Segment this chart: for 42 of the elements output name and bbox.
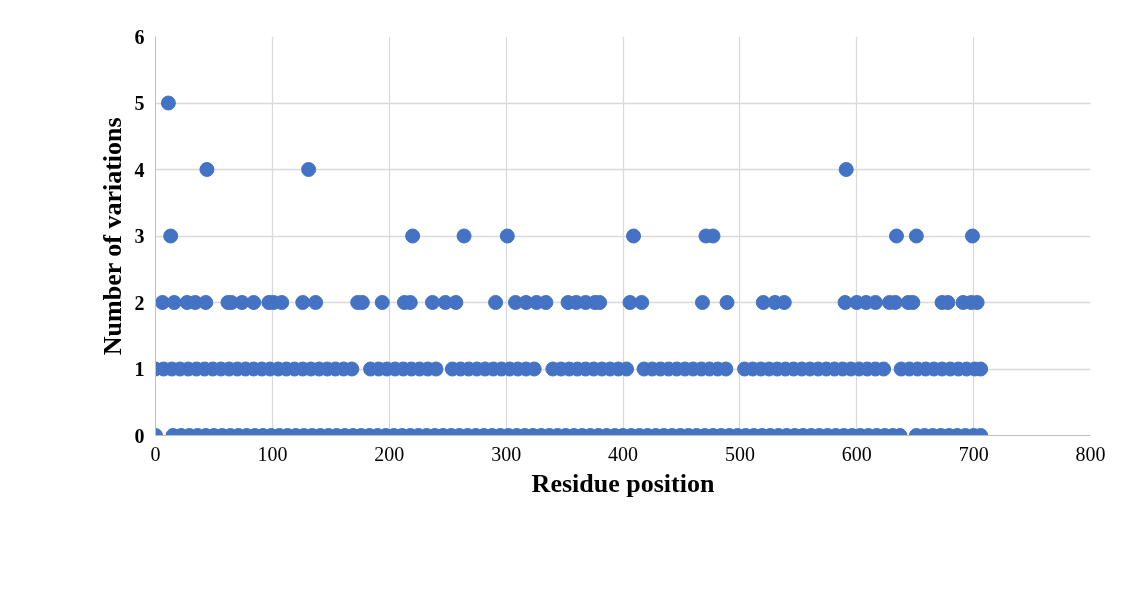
y-tick-label: 1 [134,358,145,380]
y-tick-label: 6 [134,25,145,48]
point [964,228,980,244]
point [405,228,421,244]
x-tick-label: 200 [374,442,405,465]
point [634,295,650,310]
point [499,228,515,244]
point [198,295,214,310]
y-tick-label: 0 [134,424,145,447]
point [301,162,317,177]
point [308,295,324,310]
point [166,295,182,310]
x-axis-title: Residue position [531,468,715,498]
x-tick-label: 500 [724,442,755,465]
point [295,295,311,310]
point [374,295,390,310]
x-tick-label: 300 [491,442,522,465]
point [488,295,504,310]
y-axis-title: Number of variations [97,117,127,356]
point [838,162,854,177]
point [908,228,924,244]
point [626,228,642,244]
x-tick-label: 100 [257,442,288,465]
point [888,228,904,244]
x-tick-label: 800 [1075,442,1106,465]
point [448,295,464,310]
y-tick-label: 3 [134,225,145,247]
point [694,295,710,310]
x-tick-label: 600 [841,442,872,465]
x-tick-label: 400 [608,442,638,465]
y-tick-label: 5 [134,92,145,114]
point [246,295,262,310]
x-tick-label: 0 [150,442,161,465]
point [199,162,215,177]
point [163,228,179,244]
x-tick-label: 700 [958,442,989,465]
point [424,295,440,310]
y-tick-label: 4 [134,158,145,181]
point [456,228,472,244]
point [160,95,176,111]
y-tick-label: 2 [134,291,145,314]
point [719,295,735,310]
